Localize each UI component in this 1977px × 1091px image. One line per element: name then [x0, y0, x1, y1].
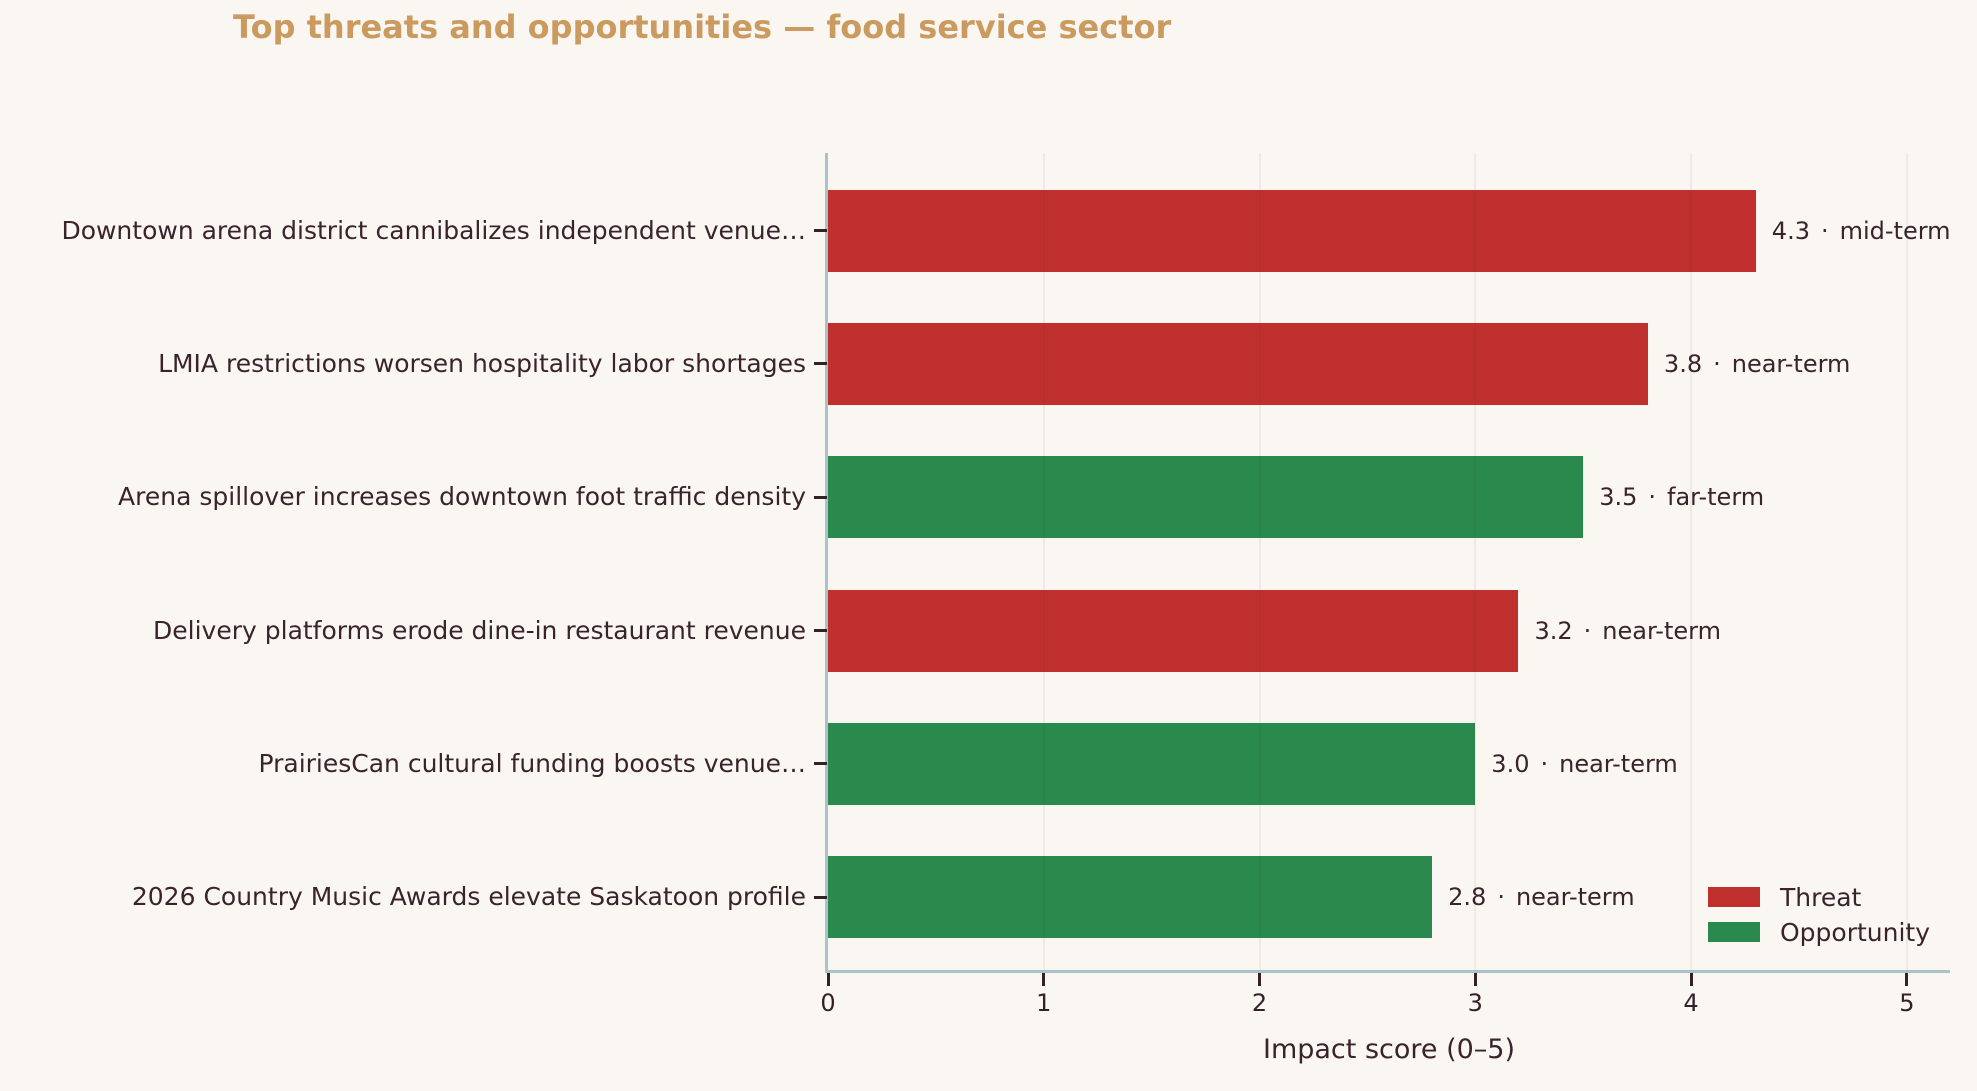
legend: Threat Opportunity: [1708, 882, 1931, 954]
category-label: 2026 Country Music Awards elevate Saskat…: [131, 882, 806, 912]
legend-item-opportunity: Opportunity: [1708, 917, 1931, 947]
bar-opportunity: [828, 856, 1433, 939]
value-term: mid-term: [1839, 216, 1951, 245]
gridline: [1690, 153, 1693, 970]
x-tick-mark: [1042, 973, 1046, 986]
gridline: [1474, 153, 1477, 970]
value-separator: ·: [1820, 216, 1829, 245]
value-score: 3.2: [1534, 616, 1573, 645]
value-score: 4.3: [1771, 216, 1810, 245]
value-annotation: 2.8 · near-term: [1448, 882, 1635, 912]
value-score: 3.5: [1599, 483, 1638, 512]
opportunity-color-swatch: [1708, 922, 1760, 942]
x-tick-mark: [1258, 973, 1262, 986]
value-separator: ·: [1648, 483, 1656, 512]
value-term: far-term: [1667, 483, 1765, 512]
legend-item-threat: Threat: [1708, 882, 1930, 912]
value-separator: ·: [1713, 349, 1721, 378]
bar-threat: [828, 322, 1648, 405]
y-tick-mark: [814, 229, 827, 233]
x-tick-label: 5: [1899, 989, 1915, 1017]
x-tick-mark: [1689, 973, 1693, 986]
value-term: near-term: [1515, 883, 1635, 912]
value-term: near-term: [1602, 616, 1721, 645]
y-tick-mark: [814, 362, 827, 366]
gridline: [1905, 153, 1908, 970]
value-separator: ·: [1540, 749, 1549, 778]
legend-label-opportunity: Opportunity: [1780, 917, 1931, 947]
x-tick-mark: [1905, 973, 1909, 986]
value-score: 2.8: [1448, 883, 1487, 912]
x-tick-mark: [826, 973, 830, 986]
category-label: PrairiesCan cultural funding boosts venu…: [258, 748, 806, 778]
plot-area: [828, 153, 1950, 970]
y-axis-line: [825, 153, 828, 973]
bar-threat: [828, 589, 1519, 672]
x-tick-label: 0: [820, 989, 836, 1017]
value-annotation: 4.3 · mid-term: [1772, 216, 1951, 246]
value-term: near-term: [1731, 349, 1851, 378]
gridline: [1042, 153, 1045, 970]
x-axis-title: Impact score (0–5): [1262, 1034, 1516, 1065]
value-annotation: 3.2 · near-term: [1534, 616, 1721, 646]
category-label: Delivery platforms erode dine-in restaur…: [153, 615, 806, 645]
threat-color-swatch: [1708, 887, 1760, 907]
x-tick-label: 1: [1036, 989, 1052, 1017]
value-separator: ·: [1583, 616, 1592, 645]
value-score: 3.8: [1663, 349, 1703, 378]
x-tick-label: 3: [1467, 989, 1483, 1017]
bar-threat: [828, 189, 1756, 272]
category-label: Downtown arena district cannibalizes ind…: [61, 215, 806, 245]
value-term: near-term: [1559, 749, 1678, 778]
y-tick-mark: [814, 629, 827, 633]
x-tick-label: 4: [1683, 989, 1699, 1017]
value-annotation: 3.8 · near-term: [1664, 349, 1851, 379]
value-annotation: 3.0 · near-term: [1491, 749, 1678, 779]
category-label: LMIA restrictions worsen hospitality lab…: [158, 348, 806, 378]
x-tick-label: 2: [1251, 989, 1268, 1017]
category-label: Arena spillover increases downtown foot …: [118, 482, 806, 512]
gridline: [1258, 153, 1261, 970]
chart-title: Top threats and opportunities — food ser…: [233, 8, 1172, 46]
value-separator: ·: [1497, 883, 1505, 912]
bar-opportunity: [828, 722, 1476, 805]
value-score: 3.0: [1491, 749, 1530, 778]
x-tick-mark: [1473, 973, 1477, 986]
bar-opportunity: [828, 456, 1584, 539]
y-tick-mark: [814, 495, 827, 499]
x-axis-line: [825, 970, 1950, 973]
y-tick-mark: [814, 762, 827, 766]
y-tick-mark: [814, 895, 827, 899]
legend-label-threat: Threat: [1780, 882, 1862, 912]
value-annotation: 3.5 · far-term: [1599, 482, 1764, 512]
